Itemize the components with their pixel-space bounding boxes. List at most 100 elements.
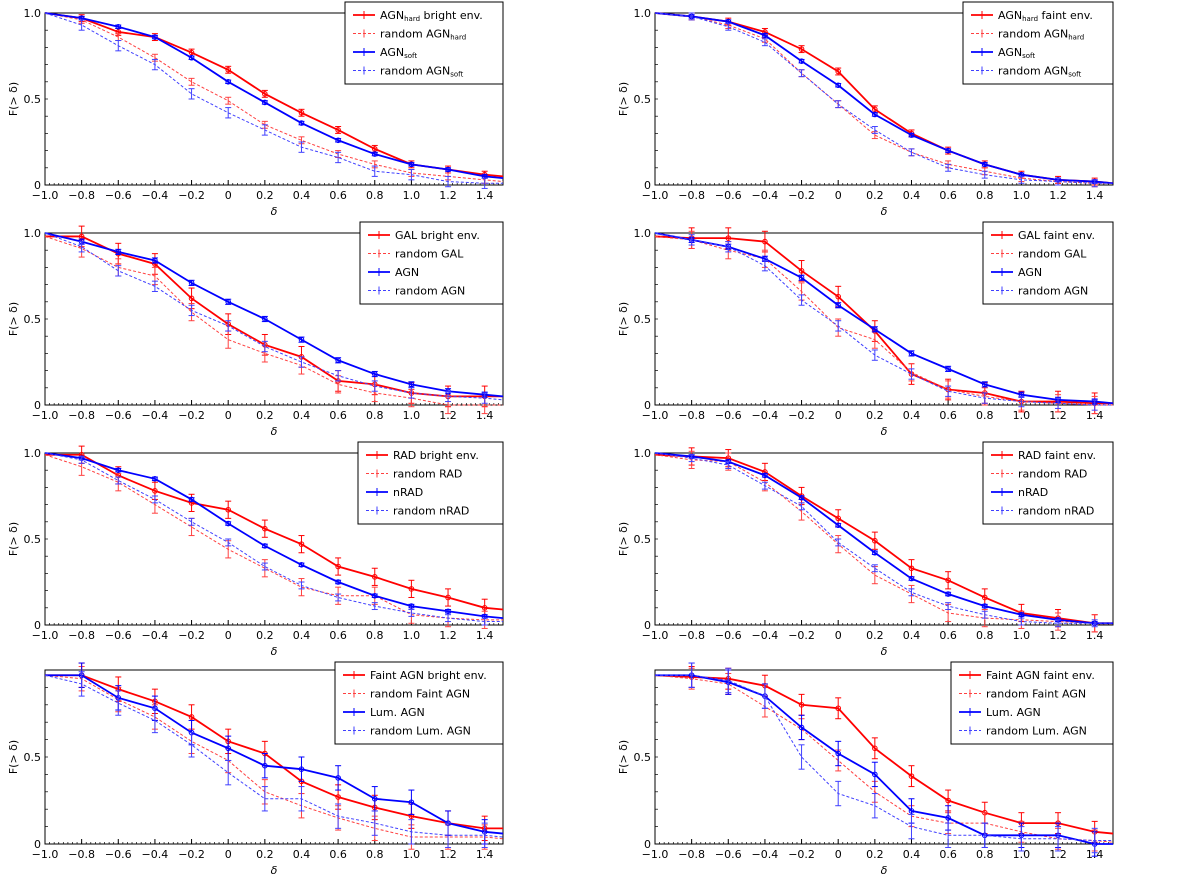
x-axis-label: δ (881, 425, 888, 438)
x-tick-label: 0.2 (256, 629, 274, 642)
chart-panel-2: −1.0 −0.8 −0.6 −0.4 −0.2 0 0.2 0.4 0.6 0.8 1.0 1.2 1… (617, 1, 1114, 218)
y-tick-label: 0 (34, 838, 41, 851)
data-point (335, 357, 341, 364)
data-point (798, 702, 805, 708)
series-line-4 (654, 452, 1113, 624)
x-tick-label: −0.4 (752, 629, 779, 642)
legend: GAL faint env. random GAL AGN random AGN (982, 221, 1114, 305)
data-point (298, 541, 305, 547)
data-point (835, 293, 841, 300)
series-line-1 (654, 453, 1113, 625)
legend-label: GAL bright env. (395, 229, 480, 242)
data-point (225, 66, 231, 73)
x-tick-label: 1.0 (403, 848, 421, 861)
legend-label: AGNsoft (380, 46, 417, 60)
x-tick-label: 0.6 (939, 848, 957, 861)
x-tick-label: −0.8 (68, 409, 95, 422)
data-point (188, 295, 195, 302)
legend-label: Lum. AGN (370, 706, 425, 719)
x-tick-label: −0.8 (678, 409, 705, 422)
data-point (335, 137, 341, 144)
data-point (152, 476, 158, 482)
data-point (188, 714, 195, 720)
y-tick-label: 1.0 (634, 227, 652, 240)
x-tick-label: −0.6 (715, 409, 742, 422)
y-axis-label: F(> δ) (7, 740, 20, 774)
legend-label: Faint AGN faint env. (986, 669, 1095, 682)
legend: Faint AGN bright env. random Faint AGN Lum… (334, 661, 504, 745)
x-tick-label: 0.4 (293, 848, 311, 861)
x-tick-label: −0.2 (178, 409, 205, 422)
chart-panel-5: −1.0 −0.8 −0.6 −0.4 −0.2 0 0.2 0.4 0.6 0.8 1.0 1.2 1… (7, 441, 504, 658)
series-line-4 (655, 674, 1113, 842)
y-tick-label: 1.0 (24, 447, 42, 460)
x-tick-label: 0.6 (939, 629, 957, 642)
series-line-3 (44, 232, 504, 398)
data-point (798, 58, 805, 64)
data-point (872, 111, 878, 118)
legend-label-name: AGN (380, 9, 404, 22)
x-tick-label: 0.8 (366, 848, 384, 861)
x-tick-label: −0.2 (178, 189, 205, 202)
data-point (262, 316, 268, 322)
data-point (945, 815, 951, 821)
y-axis-label: F(> δ) (617, 740, 630, 774)
legend-label: AGNsoft (998, 46, 1035, 60)
data-point (408, 381, 415, 388)
data-point (115, 467, 122, 474)
legend: AGNhard faint env.random AGNhardAGNsoftr… (962, 1, 1114, 85)
x-tick-label: 1.0 (1013, 189, 1031, 202)
legend-label-subscript: hard (1022, 15, 1038, 23)
x-tick-label: 0.8 (366, 189, 384, 202)
x-axis-label: δ (271, 864, 278, 877)
x-tick-label: 1.0 (1013, 848, 1031, 861)
legend-label: random Faint AGN (986, 688, 1086, 701)
x-tick-label: 0.8 (976, 409, 994, 422)
data-point (298, 336, 305, 343)
y-axis-label: F(> δ) (7, 82, 20, 116)
data-point (371, 151, 378, 157)
x-tick-label: 1.4 (476, 189, 494, 202)
legend-label-subscript: hard (1068, 34, 1084, 42)
x-tick-label: 0.2 (256, 848, 274, 861)
y-tick-label: 0 (34, 619, 41, 632)
x-axis-label: δ (881, 645, 888, 658)
data-point (872, 106, 878, 113)
legend-label: random AGN (395, 285, 465, 298)
x-tick-label: −0.8 (68, 189, 95, 202)
legend-label: random Faint AGN (370, 688, 470, 701)
x-tick-label: −0.4 (752, 189, 779, 202)
legend-label-name: AGN (395, 266, 419, 279)
legend-label-name: random GAL (1018, 248, 1087, 261)
x-tick-label: 1.0 (403, 189, 421, 202)
y-tick-label: 0.5 (634, 313, 652, 326)
data-point (798, 268, 805, 274)
legend-label-name: random AGN (998, 65, 1068, 78)
x-tick-label: 0 (225, 409, 232, 422)
x-tick-label: 0.2 (866, 189, 884, 202)
data-point (981, 161, 988, 168)
data-point (408, 603, 415, 609)
data-point (408, 161, 415, 168)
x-tick-label: 0.6 (329, 189, 347, 202)
chart-panel-1: −1.0 −0.8 −0.6 −0.4 −0.2 0 0.2 0.4 0.6 0.8 1.0 1.2 1… (7, 1, 504, 218)
legend-label-subscript: hard (404, 15, 420, 23)
series-line-3 (44, 12, 504, 180)
data-point (835, 302, 841, 309)
x-tick-label: −0.8 (68, 848, 95, 861)
x-tick-label: 0.6 (939, 189, 957, 202)
y-tick-label: 1.0 (24, 7, 42, 20)
x-tick-label: 0.4 (903, 409, 921, 422)
data-point (445, 608, 451, 615)
x-tick-label: 1.2 (1049, 409, 1067, 422)
y-axis-label: F(> δ) (617, 302, 630, 336)
x-tick-label: −0.2 (788, 189, 815, 202)
x-tick-label: −1.0 (32, 409, 59, 422)
chart-panel-8: −1.0 −0.8 −0.6 −0.4 −0.2 0 0.2 0.4 0.6 0.8 1.0 1.2 1… (617, 661, 1114, 877)
data-point (835, 750, 841, 757)
legend: GAL bright env. random GAL AGN random AGN (359, 221, 504, 305)
data-point (188, 280, 195, 286)
series-line-2 (654, 674, 1114, 843)
data-point (908, 350, 915, 357)
